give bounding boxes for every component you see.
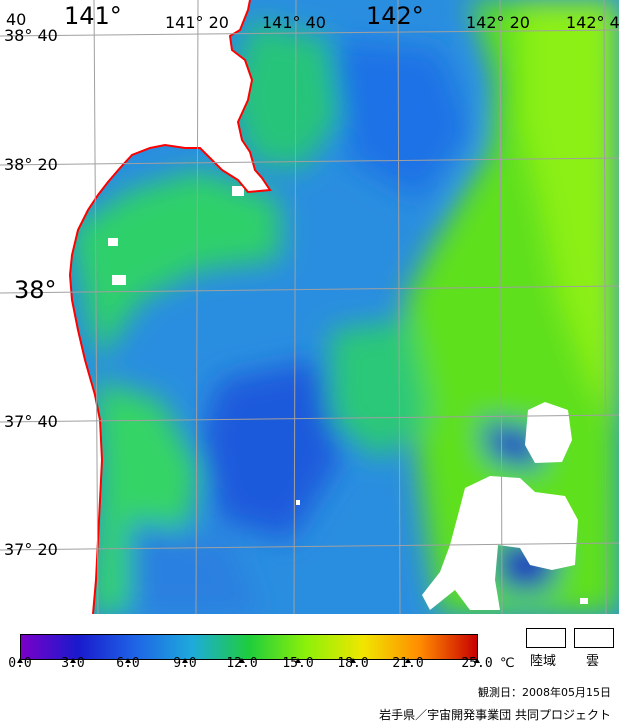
colorbar-tick-mark xyxy=(125,658,131,663)
lon-label-14240: 142° 4 xyxy=(566,13,619,32)
coastal-green xyxy=(70,170,280,360)
colorbar-tick-mark xyxy=(182,658,188,663)
land-honshu xyxy=(0,0,270,614)
colorbar-tick-mark xyxy=(350,658,356,663)
lat-line-3840 xyxy=(0,29,619,37)
lat-line-3720 xyxy=(0,542,619,551)
credit-line: 岩手県／宇宙開発事業団 共同プロジェクト xyxy=(379,708,611,722)
cloud-2 xyxy=(422,476,578,610)
lat-label-3720: 37° 20 xyxy=(4,540,58,559)
corner-label: 40 xyxy=(6,10,27,29)
tick-label-15: 15.0 xyxy=(282,656,314,671)
sst-field xyxy=(70,0,619,614)
cloud-6 xyxy=(232,186,244,196)
lat-line-38 xyxy=(0,285,619,294)
lat-label-3820: 38° 20 xyxy=(4,155,58,174)
cloud-patches xyxy=(108,186,588,610)
land-legend-label: 陸域 xyxy=(530,654,557,669)
observation-date: 観測日：2008年05月15日 xyxy=(478,686,611,699)
warmer-band xyxy=(520,0,619,430)
tick-label-6: 6.0 xyxy=(116,656,140,671)
unit-label: ℃ xyxy=(500,656,515,671)
lon-line-142 xyxy=(397,0,401,614)
tick-label-0: 0.0 xyxy=(8,656,32,671)
colorbar-tick-mark xyxy=(405,658,411,663)
graticule xyxy=(0,0,619,614)
lat-label-3840: 38° 40 xyxy=(4,26,58,45)
lon-line-14120 xyxy=(195,0,199,614)
cold-core-3 xyxy=(480,420,540,470)
green-patch-mid xyxy=(330,320,430,460)
lon-label-141: 141° xyxy=(64,2,122,30)
land-legend-swatch xyxy=(526,628,566,648)
green-patch-north xyxy=(230,20,340,170)
cold-core-5 xyxy=(130,520,260,614)
tick-label-25: 25.0 xyxy=(461,656,493,671)
coastline xyxy=(68,0,272,614)
lon-label-142: 142° xyxy=(366,2,424,30)
cloud-legend-swatch xyxy=(574,628,614,648)
lat-line-3740 xyxy=(0,414,619,423)
colorbar-tick-mark xyxy=(17,658,23,663)
tick-label-21: 21.0 xyxy=(392,656,424,671)
colorbar-tick-mark xyxy=(474,658,480,663)
lon-line-14240 xyxy=(603,0,607,614)
cloud-legend-label: 雲 xyxy=(586,654,600,669)
lat-line-3820 xyxy=(0,157,619,166)
colorbar-tick-mark xyxy=(70,658,76,663)
colorbar-panel xyxy=(0,614,619,725)
colorbar-tick-mark xyxy=(239,658,245,663)
sst-colorbar xyxy=(20,634,478,660)
sst-map-canvas xyxy=(0,0,619,614)
lon-line-14140 xyxy=(293,0,297,614)
lon-line-141 xyxy=(93,0,99,614)
tick-label-12: 12.0 xyxy=(226,656,258,671)
tick-label-18: 18.0 xyxy=(337,656,369,671)
tick-label-9: 9.0 xyxy=(173,656,197,671)
sst-map: 40 141° 141° 20 141° 40 142° 142° 20 142… xyxy=(0,0,619,614)
lat-label-38: 38° xyxy=(14,276,57,304)
cloud-5 xyxy=(296,500,300,505)
cold-core-1 xyxy=(200,360,340,540)
colorbar-tick-mark xyxy=(295,658,301,663)
cloud-1 xyxy=(525,402,572,463)
lon-label-14140: 141° 40 xyxy=(262,13,326,32)
lon-label-14220: 142° 20 xyxy=(466,13,530,32)
cloud-7 xyxy=(580,598,588,604)
tick-label-3: 3.0 xyxy=(61,656,85,671)
lon-label-14120: 141° 20 xyxy=(165,13,229,32)
cloud-4 xyxy=(112,275,126,285)
lon-line-14220 xyxy=(499,0,503,614)
lat-label-3740: 37° 40 xyxy=(4,412,58,431)
cloud-3 xyxy=(108,238,118,246)
